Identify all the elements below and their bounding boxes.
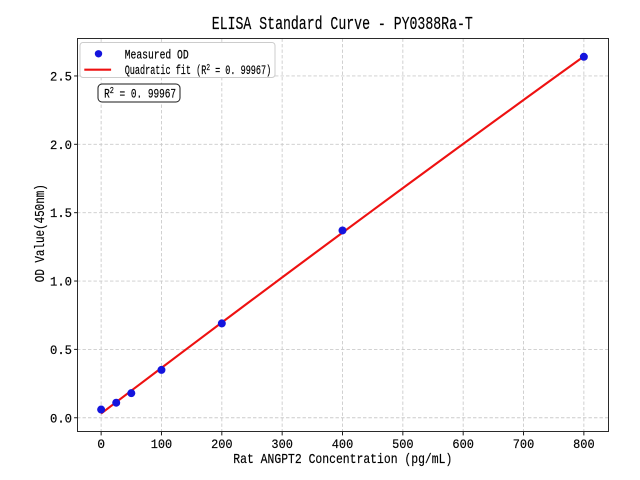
svg-text:2.0: 2.0: [50, 138, 72, 153]
svg-text:100: 100: [151, 437, 173, 452]
svg-text:500: 500: [392, 437, 414, 452]
svg-text:200: 200: [211, 437, 233, 452]
svg-text:R2 = 0. 99967: R2 = 0. 99967: [104, 85, 176, 102]
svg-text:Rat ANGPT2 Concentration (pg/m: Rat ANGPT2 Concentration (pg/mL): [233, 452, 452, 468]
svg-text:ELISA Standard Curve - PY0388R: ELISA Standard Curve - PY0388Ra-T: [212, 15, 473, 35]
svg-text:0.5: 0.5: [50, 343, 72, 358]
svg-text:700: 700: [513, 437, 535, 452]
svg-text:400: 400: [332, 437, 354, 452]
svg-text:600: 600: [452, 437, 474, 452]
svg-text:800: 800: [573, 437, 595, 452]
svg-text:1.0: 1.0: [50, 275, 72, 290]
svg-text:300: 300: [271, 437, 293, 452]
svg-text:Measured OD: Measured OD: [125, 48, 189, 62]
svg-text:1.5: 1.5: [50, 206, 72, 221]
svg-text:0.0: 0.0: [50, 411, 72, 426]
svg-text:0: 0: [97, 437, 105, 452]
svg-text:OD Value(450nm): OD Value(450nm): [34, 184, 49, 282]
svg-text:2.5: 2.5: [50, 70, 72, 85]
svg-text:Quadratic fit (R2 = 0. 99967): Quadratic fit (R2 = 0. 99967): [125, 63, 272, 78]
